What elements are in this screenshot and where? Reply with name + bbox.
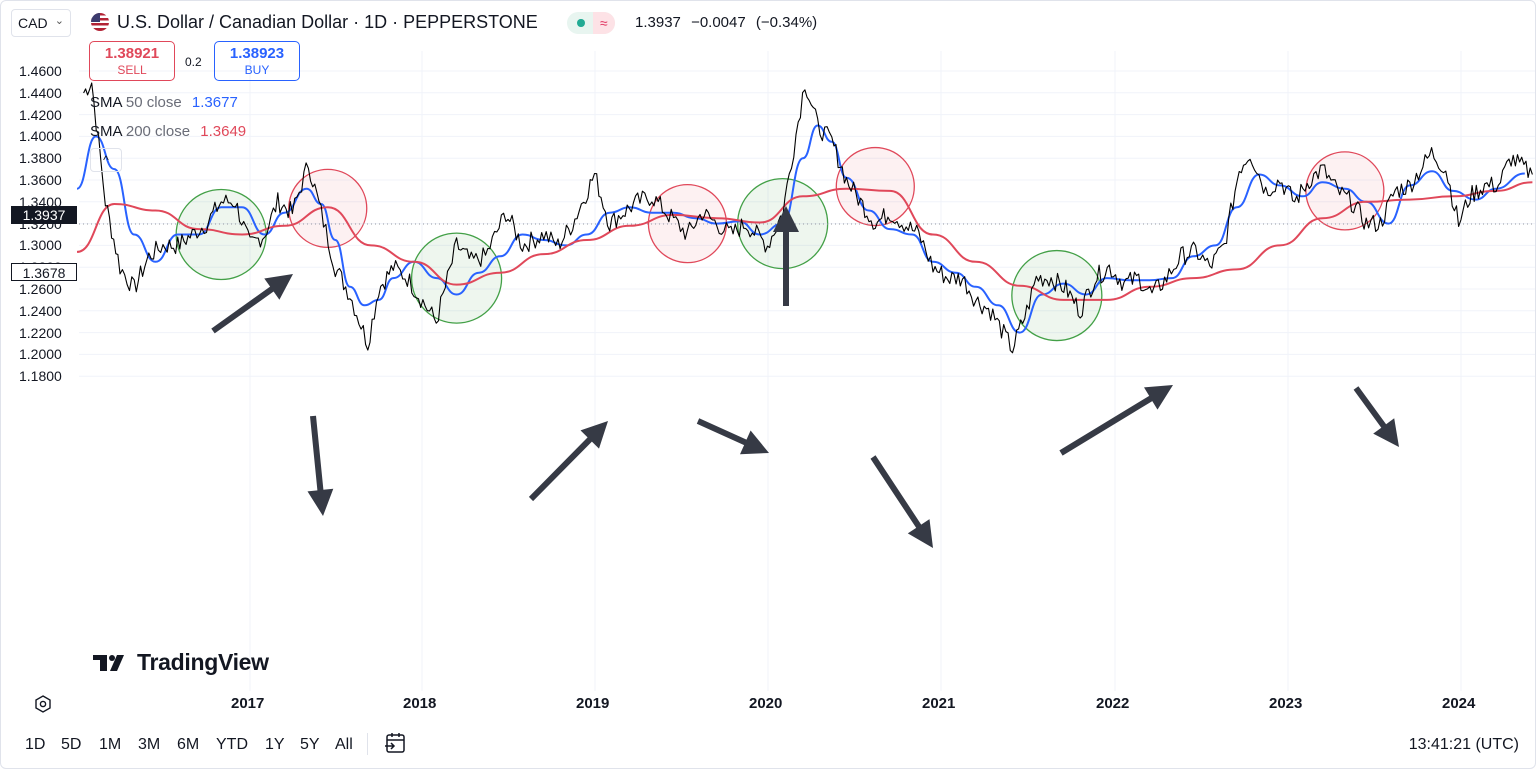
arrow-up — [773, 206, 799, 306]
price-axis-label: 1.4600 — [19, 63, 62, 79]
utc-clock[interactable]: 13:41:21 (UTC) — [1408, 736, 1519, 753]
market-open-dot-icon — [577, 19, 585, 27]
time-axis-label: 2019 — [576, 695, 610, 712]
buy-price: 1.38923 — [229, 45, 285, 62]
arrow-up — [1059, 385, 1173, 456]
arrow-down — [1353, 386, 1399, 447]
sell-label: SELL — [117, 63, 147, 77]
market-status-pill[interactable]: ≈ — [567, 12, 615, 34]
bearish-circle — [835, 146, 915, 227]
range-button-1m[interactable]: 1M — [99, 736, 122, 753]
arrow-down — [696, 418, 769, 455]
price-axis-label: 1.4400 — [19, 84, 62, 101]
last-price: 1.3937 — [635, 14, 681, 31]
sell-price: 1.38921 — [104, 45, 160, 62]
sma200-line — [76, 181, 1533, 301]
logo-text: TradingView — [137, 649, 269, 675]
arrow-up — [528, 421, 608, 502]
range-button-1y[interactable]: 1Y — [265, 736, 285, 753]
symbol-title[interactable]: U.S. Dollar / Canadian Dollar · 1D · PEP… — [117, 12, 538, 32]
arrow-down — [870, 455, 933, 548]
indicator-value: 1.3677 — [191, 94, 238, 111]
spread-value: 0.2 — [185, 55, 202, 69]
us-flag-icon — [91, 13, 109, 31]
calendar-goto-icon[interactable] — [384, 731, 408, 755]
indicator-sma200[interactable]: SMA 200 close 1.3649 — [90, 123, 246, 140]
buy-button[interactable]: 1.38923 BUY — [214, 41, 300, 81]
price-quote: 1.3937 −0.0047 (−0.34%) — [635, 14, 823, 31]
time-axis-label: 2017 — [231, 695, 265, 712]
time-axis-label: 2018 — [403, 695, 437, 712]
annotation-circles — [175, 146, 1385, 342]
indicator-name: SMA — [90, 94, 122, 111]
price-axis-label: 1.2400 — [19, 302, 62, 319]
range-button-3m[interactable]: 3M — [138, 736, 161, 753]
tradingview-logo: TradingView — [93, 649, 269, 676]
price-axis-label: 1.3400 — [19, 193, 62, 210]
time-axis-label: 2024 — [1442, 695, 1476, 712]
range-button-1d[interactable]: 1D — [25, 736, 46, 753]
price-axis-label: 1.4200 — [19, 106, 62, 123]
sma-price-tag: 1.3678 — [11, 263, 77, 281]
range-button-all[interactable]: All — [335, 736, 353, 753]
annotation-arrows — [211, 206, 1399, 548]
time-axis-label: 2022 — [1096, 695, 1130, 712]
bullish-circle — [1011, 249, 1103, 342]
price-axis-label: 1.3000 — [19, 237, 62, 254]
range-button-ytd[interactable]: YTD — [216, 736, 248, 753]
indicator-params: 200 close — [125, 123, 191, 140]
time-axis-label: 2021 — [922, 695, 956, 712]
price-series-line — [83, 82, 1533, 354]
price-axis-label: 1.2000 — [19, 346, 62, 363]
time-axis-label: 2023 — [1269, 695, 1303, 712]
indicator-name: SMA — [90, 123, 122, 140]
range-button-5y[interactable]: 5Y — [300, 736, 320, 753]
price-axis-label: 1.2600 — [19, 281, 62, 297]
price-change-pct: (−0.34%) — [755, 14, 818, 31]
price-axis-label: 1.1800 — [19, 368, 62, 385]
symbol-selector[interactable]: CAD ⌄ — [11, 9, 71, 37]
arrow-down — [307, 415, 334, 516]
current-price-tag: 1.3937 — [11, 206, 77, 224]
buy-label: BUY — [244, 63, 270, 77]
range-toolbar: 1D 5D 1M 3M 6M YTD 1Y 5Y All — [1, 731, 1535, 761]
price-axis-label: 1.2200 — [19, 324, 62, 341]
wave-icon: ≈ — [592, 12, 615, 34]
sell-button[interactable]: 1.38921 SELL — [89, 41, 175, 81]
price-axis-label: 1.3800 — [19, 150, 62, 167]
range-button-6m[interactable]: 6M — [177, 736, 200, 753]
range-button-5d[interactable]: 5D — [61, 736, 82, 753]
gear-icon[interactable] — [34, 695, 52, 713]
chart-grid — [79, 51, 1535, 691]
time-axis-label: 2020 — [749, 695, 783, 712]
chevron-down-icon: ⌄ — [54, 15, 64, 27]
arrow-up — [211, 274, 293, 334]
bullish-circle — [410, 232, 503, 324]
indicator-sma50[interactable]: SMA 50 close 1.3677 — [90, 94, 238, 111]
indicator-params: 50 close — [125, 94, 182, 111]
symbol-selector-label: CAD — [18, 15, 48, 31]
collapse-indicators-button[interactable]: ^ — [90, 148, 122, 172]
toolbar-divider — [367, 733, 368, 755]
indicator-value: 1.3649 — [200, 123, 247, 140]
tradingview-logo-icon — [93, 654, 124, 671]
price-axis-label: 1.4000 — [19, 128, 62, 145]
price-change: −0.0047 — [691, 14, 746, 31]
price-axis-label: 1.3600 — [19, 172, 62, 188]
